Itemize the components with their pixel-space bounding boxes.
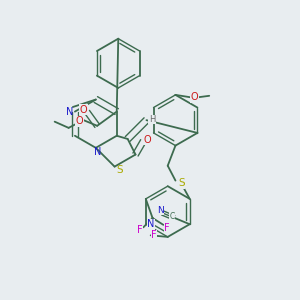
Text: C: C bbox=[170, 212, 175, 221]
Text: O: O bbox=[143, 135, 151, 145]
Text: O: O bbox=[80, 105, 87, 115]
Text: F: F bbox=[164, 223, 170, 233]
Text: N: N bbox=[66, 106, 73, 117]
Text: N: N bbox=[147, 219, 154, 229]
Text: F: F bbox=[137, 225, 143, 236]
Text: S: S bbox=[117, 165, 124, 175]
Text: F: F bbox=[151, 230, 157, 240]
Text: N: N bbox=[94, 148, 101, 158]
Text: O: O bbox=[191, 92, 199, 102]
Text: O: O bbox=[76, 116, 83, 126]
Text: S: S bbox=[178, 178, 185, 188]
Text: H: H bbox=[149, 115, 155, 124]
Text: N: N bbox=[157, 206, 164, 215]
